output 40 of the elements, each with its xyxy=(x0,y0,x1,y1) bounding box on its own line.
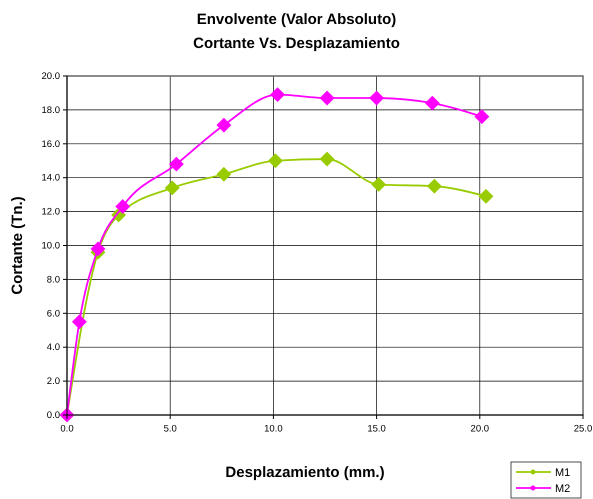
x-tick-label: 10.0 xyxy=(264,424,283,435)
point xyxy=(164,180,180,196)
y-tick-label: 10.0 xyxy=(42,240,60,252)
legend-label: M2 xyxy=(555,483,570,495)
y-tick-label: 8.0 xyxy=(46,274,60,286)
point xyxy=(426,178,442,194)
point xyxy=(270,87,285,102)
point xyxy=(320,152,334,166)
y-tick-label: 20.0 xyxy=(42,71,60,82)
point xyxy=(474,109,490,124)
y-tick-label: 4.0 xyxy=(46,342,60,354)
chart-subtitle: Cortante Vs. Desplazamiento xyxy=(193,35,400,52)
y-tick-label: 0.0 xyxy=(46,410,60,422)
point xyxy=(216,118,232,133)
y-tick-label: 12.0 xyxy=(42,206,60,218)
y-tick-label: 14.0 xyxy=(42,172,60,184)
point xyxy=(320,90,334,106)
point xyxy=(424,96,440,111)
x-tick-label: 5.0 xyxy=(164,424,177,435)
x-axis-title: Desplazamiento (mm.) xyxy=(225,464,385,481)
y-tick-label: 18.0 xyxy=(42,104,60,116)
y-tick-label: 16.0 xyxy=(42,138,60,150)
point xyxy=(115,199,130,214)
y-tick-label: 2.0 xyxy=(46,376,60,388)
x-tick-label: 0.0 xyxy=(60,424,74,435)
point xyxy=(72,314,87,330)
point xyxy=(371,177,386,192)
y-axis-title: Cortante (Tn.) xyxy=(9,196,26,295)
chart-title: Envolvente (Valor Absoluto) xyxy=(196,11,396,28)
x-tick-label: 20.0 xyxy=(470,424,490,435)
point xyxy=(168,156,184,172)
point xyxy=(268,153,283,168)
y-tick-label: 6.0 xyxy=(46,308,60,320)
x-tick-label: 15.0 xyxy=(367,424,386,435)
point xyxy=(369,90,384,106)
point xyxy=(216,166,232,182)
point xyxy=(90,241,106,256)
x-tick-label: 25.0 xyxy=(574,424,592,435)
legend-label: M1 xyxy=(555,467,570,479)
point xyxy=(478,188,494,204)
